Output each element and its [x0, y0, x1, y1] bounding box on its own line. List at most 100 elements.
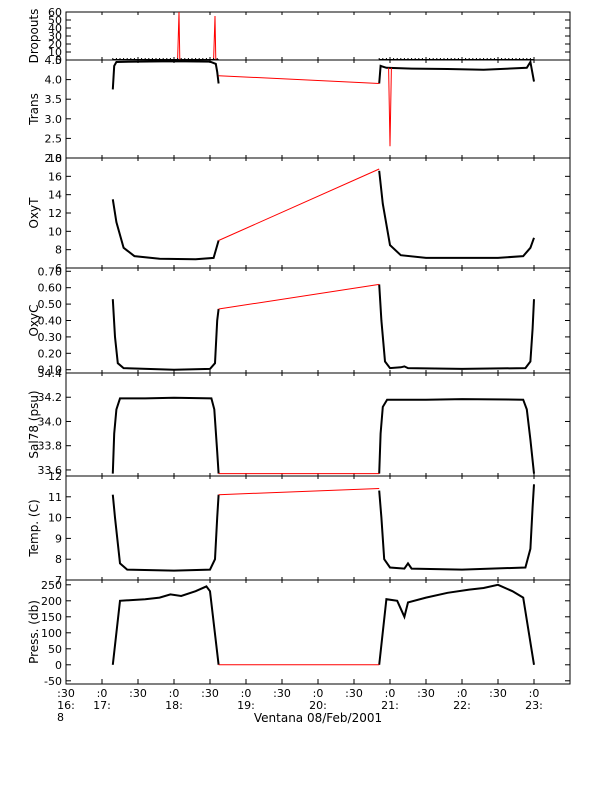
dropout-marker — [449, 58, 454, 60]
y-tick-label: 2.0 — [45, 152, 63, 165]
series-measured-line — [378, 284, 535, 370]
x-tick-label: :30 — [489, 687, 507, 700]
x-tick-label: 23: — [525, 699, 543, 712]
plot-area — [111, 60, 535, 147]
dropout-marker — [377, 58, 382, 60]
panel-trans: 4.5 4.0 3.5 3.0 2.5 2.0 Trans — [27, 54, 571, 165]
dropout-marker — [204, 58, 209, 60]
y-tick-label: 0.50 — [38, 298, 63, 311]
dropout-marker — [398, 58, 403, 60]
dropout-marker — [179, 58, 184, 60]
panel-frame — [65, 157, 571, 269]
y-tick-label: 0 — [55, 54, 62, 67]
series-interpolated-line — [218, 283, 380, 310]
dropout-marker — [420, 58, 425, 60]
dropout-marker — [481, 58, 486, 60]
y-tick-label: 0.70 — [38, 265, 63, 278]
plot-area — [111, 283, 535, 371]
dropout-marker — [193, 58, 198, 60]
dropout-marker — [157, 58, 162, 60]
dropout-marker — [434, 58, 439, 60]
panel-frame — [65, 579, 571, 685]
dropout-marker — [514, 58, 518, 60]
dropout-marker — [164, 58, 169, 60]
x-tick-label: :0 — [313, 687, 324, 700]
x-tick-label: :30 — [273, 687, 291, 700]
dropout-marker — [488, 58, 493, 60]
dropout-marker — [478, 58, 482, 60]
series-interpolated-line — [218, 168, 380, 241]
series-interpolated-line — [112, 12, 534, 60]
y-tick-label: 34.2 — [38, 391, 63, 404]
dropout-marker — [521, 58, 526, 60]
y-tick-label: 4.0 — [45, 74, 63, 87]
y-tick-label: 0.60 — [38, 282, 63, 295]
dropout-marker — [474, 58, 479, 60]
dropout-marker — [452, 58, 457, 60]
series-measured-line — [111, 396, 220, 474]
dropout-marker — [128, 58, 133, 60]
x-tick-label: :0 — [169, 687, 180, 700]
y-tick-label: 8 — [55, 553, 62, 566]
dropout-marker — [190, 58, 194, 60]
x-tick-label: 17: — [93, 699, 111, 712]
x-tick-label: :30 — [129, 687, 147, 700]
panel-frame — [65, 372, 571, 477]
dropout-marker — [388, 58, 392, 60]
y-tick-label: 33.8 — [38, 440, 63, 453]
dropout-marker — [121, 58, 126, 60]
dropout-marker — [409, 58, 414, 60]
panel-frame — [65, 59, 571, 159]
y-tick-label: 2.5 — [45, 132, 63, 145]
dropout-marker — [510, 58, 515, 60]
y-tick-label: 34.4 — [38, 367, 63, 380]
y-tick-label: 250 — [41, 579, 62, 592]
series-interpolated-line — [218, 75, 380, 84]
y-tick-label: 60 — [48, 6, 62, 19]
dropout-marker — [438, 58, 443, 60]
y-tick-label: 100 — [41, 627, 62, 640]
dropout-marker — [395, 58, 400, 60]
x-tick-label: 22: — [453, 699, 471, 712]
series-measured-line — [111, 585, 220, 665]
x-tick-label: :30 — [417, 687, 435, 700]
series-measured-line — [111, 494, 220, 572]
plot-area — [111, 583, 535, 666]
panel-oxyc: 0.70 0.60 0.50 0.40 0.30 0.20 0.10 OxyC — [27, 265, 571, 377]
dropout-marker — [391, 58, 396, 60]
x-axis-source-label: Ventana 08/Feb/2001 — [254, 711, 382, 725]
y-tick-label: 150 — [41, 611, 62, 624]
dropout-marker — [150, 58, 155, 60]
y-tick-label: 50 — [48, 14, 62, 27]
y-tick-label: 40 — [48, 22, 62, 35]
series-measured-line — [111, 199, 220, 261]
dropout-marker — [424, 58, 428, 60]
panel-sal: 34.4 34.2 34.0 33.8 33.6 Sal78 (psu) — [27, 367, 571, 477]
x-tick-label: :0 — [385, 687, 396, 700]
dropout-marker — [139, 58, 144, 60]
dropout-marker — [402, 58, 407, 60]
panel-frame — [65, 475, 571, 581]
dropout-marker — [463, 58, 468, 60]
x-tick-label: :30 — [57, 687, 75, 700]
x-tick-label: :0 — [529, 687, 540, 700]
dropout-marker — [182, 58, 187, 60]
y-tick-label: 20 — [48, 38, 62, 51]
dropout-marker — [524, 58, 529, 60]
dropout-marker — [496, 58, 500, 60]
dropout-marker — [143, 58, 148, 60]
dropout-marker — [384, 58, 389, 60]
panel-oxyt: 18 16 14 12 10 8 6 OxyT — [27, 152, 571, 275]
y-tick-label: 6 — [55, 262, 62, 275]
x-tick-label: 18: — [165, 699, 183, 712]
y-axis-label: Trans — [27, 93, 41, 126]
y-axis-label: Press. (db) — [27, 600, 41, 664]
dropout-marker — [215, 58, 220, 60]
series-measured-line — [111, 299, 220, 371]
dropout-marker — [136, 58, 140, 60]
y-tick-label: 9 — [55, 532, 62, 545]
plot-area — [111, 484, 535, 572]
